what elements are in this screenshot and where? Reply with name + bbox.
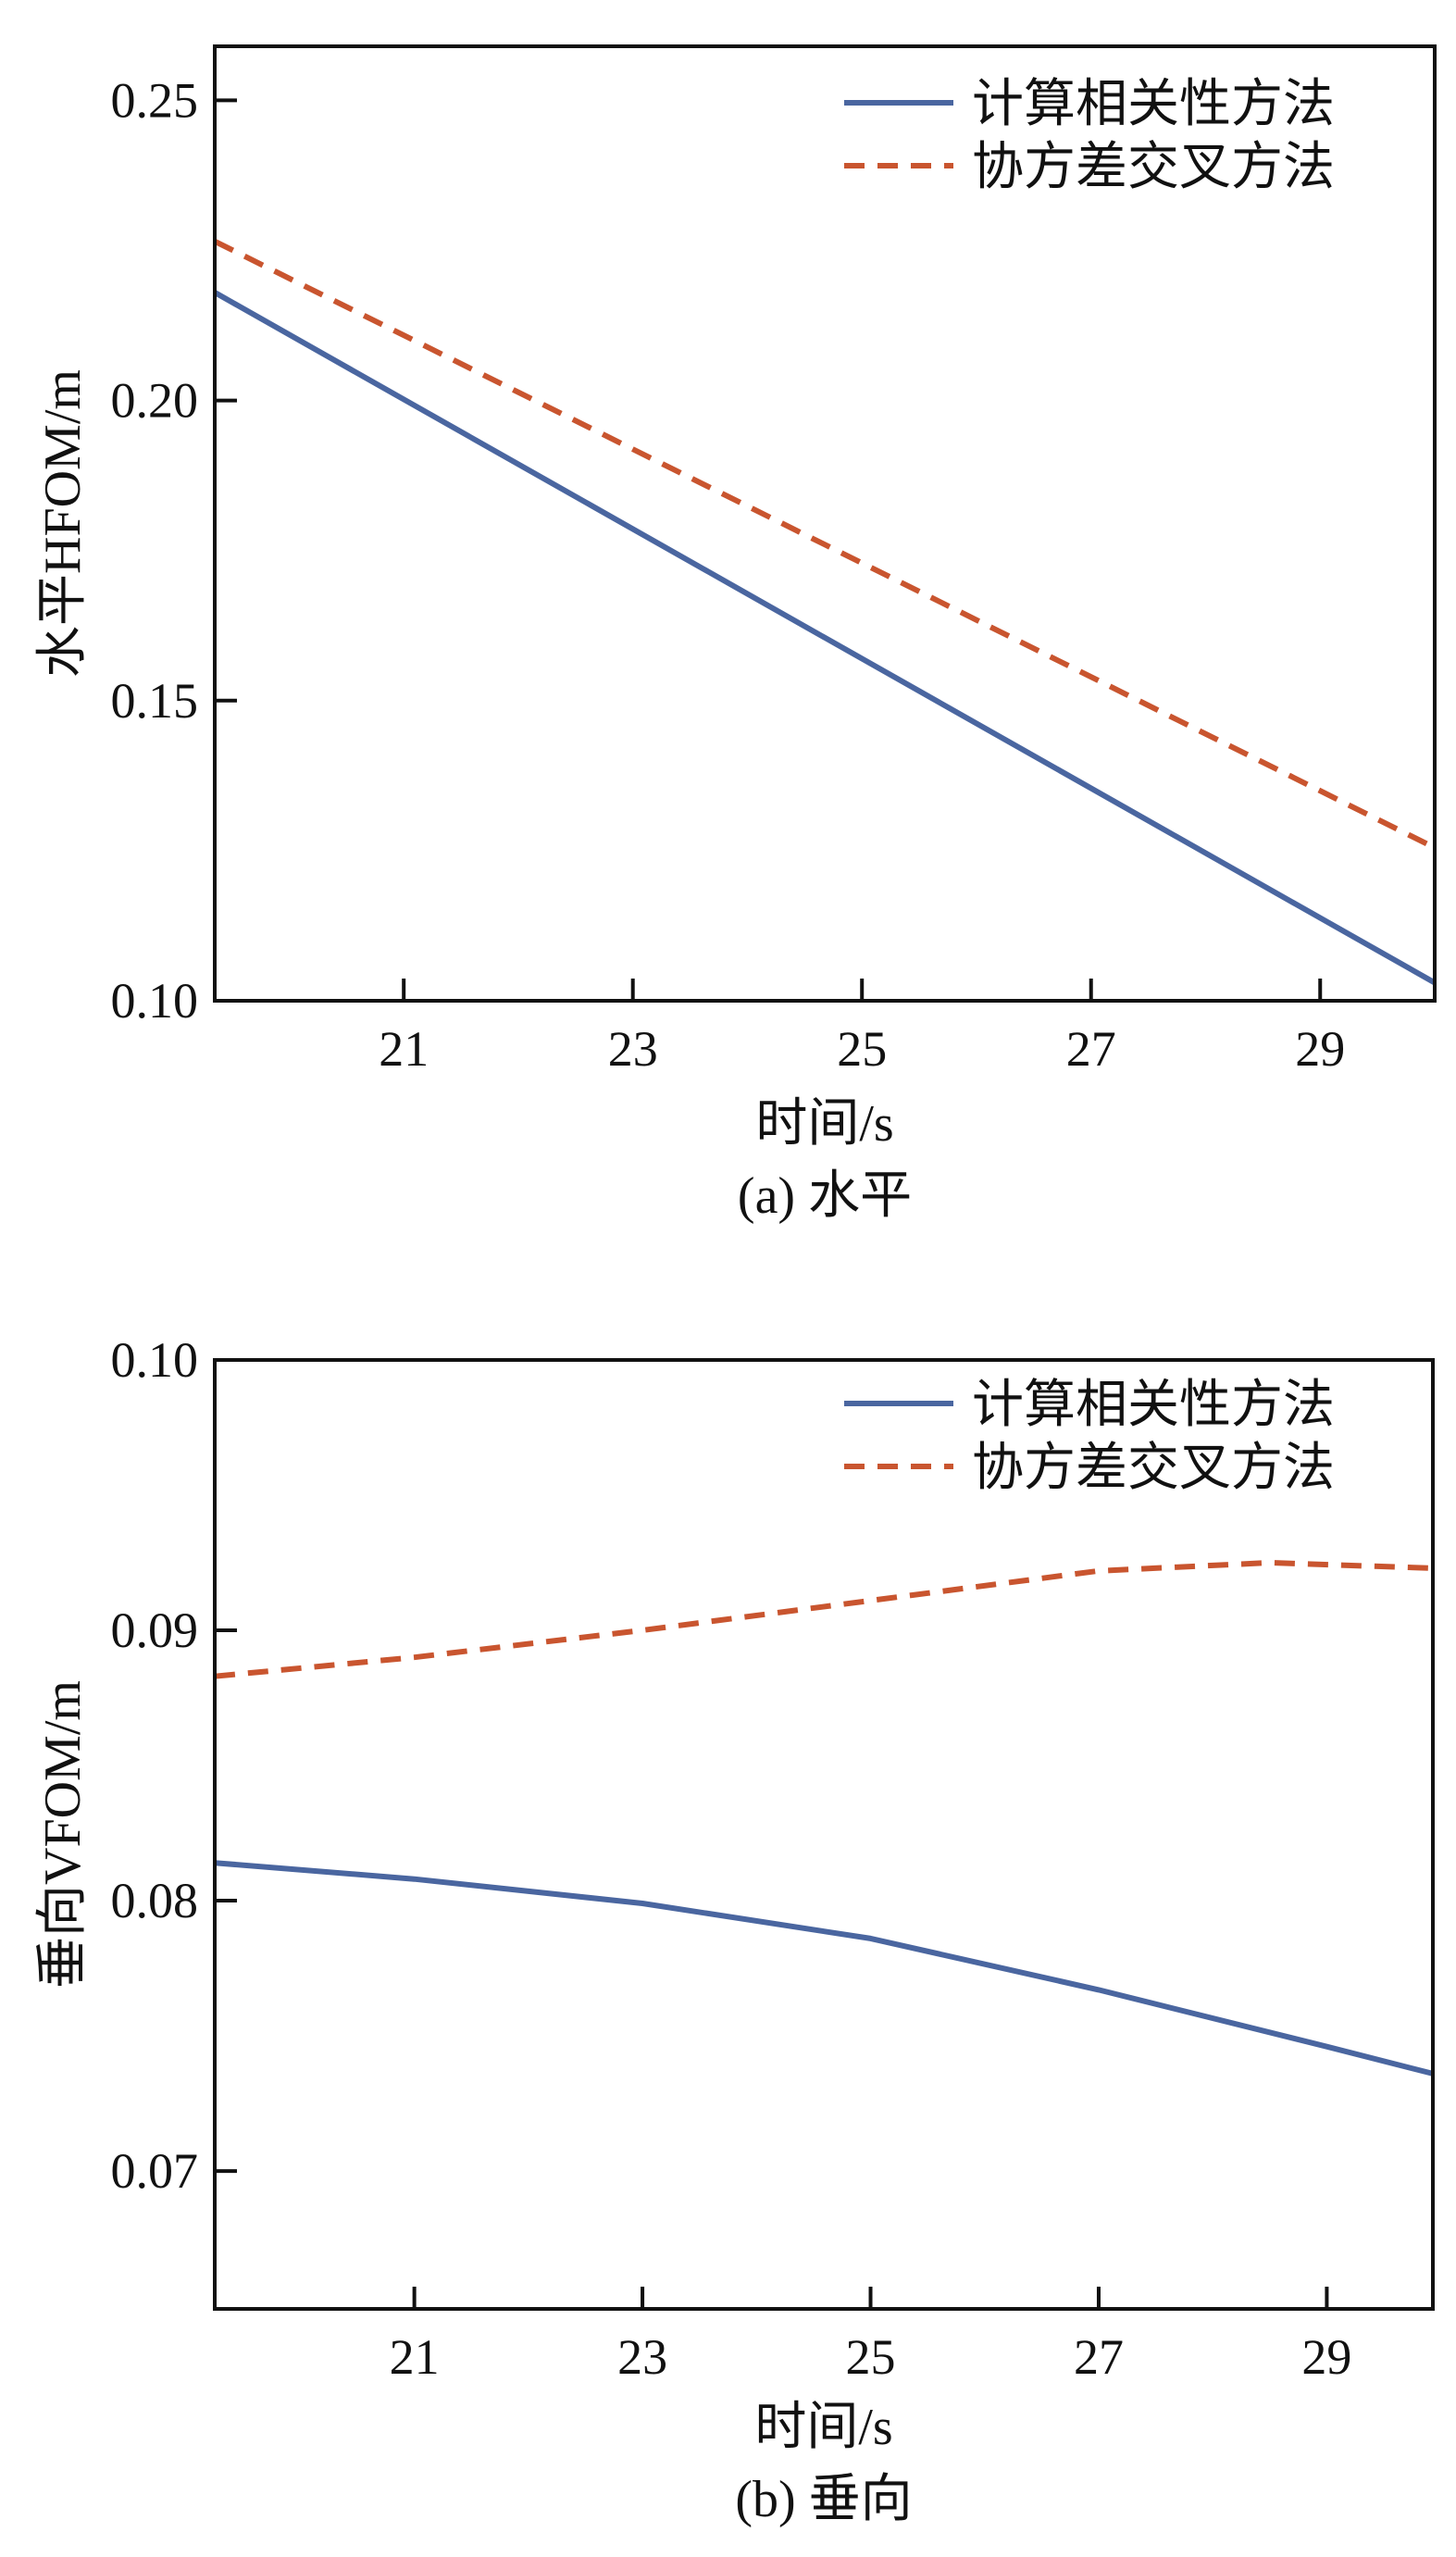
x-tick-label: 25 bbox=[837, 1021, 887, 1077]
x-axis-label: 时间/s bbox=[755, 1095, 893, 1153]
x-tick-label: 23 bbox=[608, 1021, 658, 1077]
chart-caption: (a) 水平 bbox=[738, 1167, 912, 1225]
legend-label: 计算相关性方法 bbox=[972, 1377, 1335, 1434]
y-tick-label: 0.20 bbox=[111, 373, 199, 429]
series-line-1 bbox=[214, 1860, 1434, 2077]
plot-frame bbox=[213, 44, 1437, 1003]
series-line-2 bbox=[213, 239, 1437, 851]
y-tick-label: 0.25 bbox=[111, 72, 199, 128]
y-tick-label: 0.10 bbox=[111, 973, 199, 1029]
chart-caption: (b) 垂向 bbox=[735, 2471, 912, 2528]
legend-label: 协方差交叉方法 bbox=[972, 139, 1335, 196]
y-tick-label: 0.09 bbox=[111, 1603, 199, 1658]
x-tick-label: 21 bbox=[390, 2329, 440, 2385]
y-tick-label: 0.07 bbox=[111, 2143, 199, 2199]
legend-label: 协方差交叉方法 bbox=[972, 1440, 1335, 1497]
series-line-1 bbox=[213, 290, 1437, 986]
chart-horizontal: 0.10 0.15 0.20 0.25 21 23 25 27 29 时间/s 水平HFOM/m (a… bbox=[34, 44, 1437, 1225]
y-tick-label: 0.10 bbox=[111, 1332, 199, 1388]
plot-frame bbox=[213, 1358, 1435, 2311]
y-tick-label: 0.15 bbox=[111, 673, 199, 729]
x-tick-label: 27 bbox=[1066, 1021, 1116, 1077]
x-tick-label: 29 bbox=[1295, 1021, 1345, 1077]
x-tick-label: 23 bbox=[617, 2329, 667, 2385]
x-axis-label: 时间/s bbox=[754, 2399, 892, 2456]
chart-vertical: 0.07 0.08 0.09 0.10 21 23 25 27 29 时间/s 垂向VFOM/m (b… bbox=[34, 1332, 1435, 2528]
legend-label: 计算相关性方法 bbox=[972, 76, 1335, 133]
y-axis-label: 水平HFOM/m bbox=[34, 369, 92, 678]
series-line-2 bbox=[214, 1560, 1434, 1679]
x-tick-label: 21 bbox=[379, 1021, 429, 1077]
x-tick-label: 29 bbox=[1301, 2329, 1351, 2385]
y-tick-label: 0.08 bbox=[111, 1873, 199, 1928]
x-tick-label: 27 bbox=[1074, 2329, 1124, 2385]
x-tick-label: 25 bbox=[846, 2329, 896, 2385]
y-axis-label: 垂向VFOM/m bbox=[34, 1680, 92, 1989]
